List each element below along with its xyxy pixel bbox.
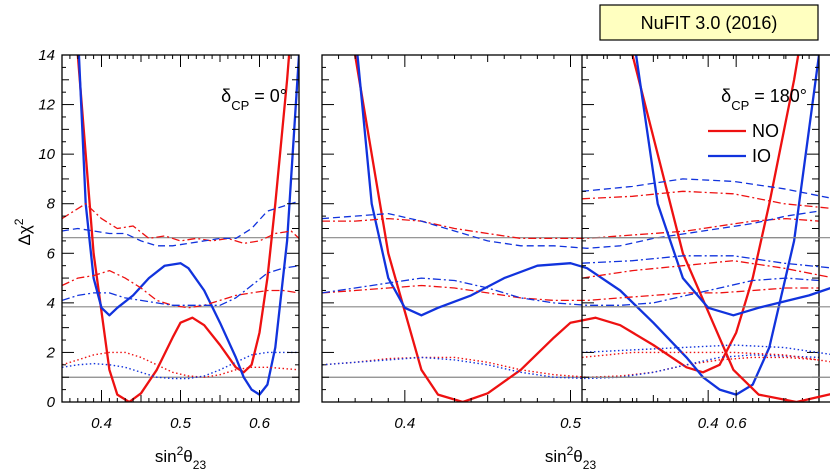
series-IO-solid <box>634 55 830 317</box>
x-axis-title-part: 2 <box>567 444 574 458</box>
delta-cp-value: = 180° <box>749 86 807 106</box>
x-axis-title-part: sin <box>155 447 177 466</box>
delta-cp-sub: CP <box>231 98 249 113</box>
y-axis-title-sup: 2 <box>12 218 26 225</box>
panel-curves <box>582 55 830 402</box>
y-tick-label: 12 <box>38 97 55 114</box>
series-IO-dotted <box>322 354 819 380</box>
y-tick-label: 4 <box>47 295 55 312</box>
y-tick-label: 0 <box>47 394 56 411</box>
series-NO-dotted <box>322 356 819 378</box>
panel-curves <box>322 55 819 402</box>
series-NO-dashdot <box>62 269 299 309</box>
series-IO-dashed <box>582 178 830 199</box>
nufit-badge: NuFIT 3.0 (2016) <box>599 4 819 41</box>
y-axis-title-base: Δχ <box>15 225 34 245</box>
x-axis-title-part: θ <box>183 447 192 466</box>
x-axis-title-part: 2 <box>177 444 184 458</box>
series-IO-dotted <box>582 344 830 355</box>
series-NO-solid <box>353 55 800 402</box>
y-tick-label: 8 <box>47 196 56 213</box>
y-tick-label: 10 <box>38 146 55 163</box>
delta-cp-label: δCP = 0° <box>221 86 287 113</box>
legend-label-IO: IO <box>752 146 771 166</box>
series-NO-dotted <box>62 351 299 378</box>
delta-cp-label: δCP = 180° <box>721 86 807 113</box>
delta-cp-sub: CP <box>731 98 749 113</box>
series-NO-dashdot <box>322 217 819 240</box>
series-IO-solid <box>356 55 819 396</box>
series-NO-solid <box>631 55 830 402</box>
x-axis-title-part: θ <box>573 447 582 466</box>
x-tick-label: 0.5 <box>170 415 192 432</box>
x-axis-title: sin2θ23 <box>155 444 207 469</box>
y-tick-label: 6 <box>47 245 56 262</box>
y-axis-title-text: Δχ2 <box>12 218 34 245</box>
x-axis-title-part: 23 <box>193 458 207 469</box>
series-IO-dashed <box>62 200 299 247</box>
delta-cp-symbol: δ <box>221 86 231 106</box>
x-axis-title-part: sin <box>545 447 567 466</box>
series-NO-dashdot <box>582 190 830 209</box>
x-tick-label: 0.6 <box>249 415 271 432</box>
series-IO-dashdot <box>322 277 819 306</box>
nufit-badge-text: NuFIT 3.0 (2016) <box>641 13 778 33</box>
x-axis-title: sin2θ23 <box>545 444 597 469</box>
x-tick-label: 0.4 <box>698 415 719 432</box>
series-IO-solid <box>77 55 299 396</box>
series-IO-dotted <box>62 351 299 380</box>
delta-cp-value: = 0° <box>249 86 287 106</box>
delta-cp-symbol: δ <box>721 86 731 106</box>
panel-frame <box>61 54 300 403</box>
y-tick-label: 2 <box>46 344 56 361</box>
legend: NO IO <box>708 121 779 166</box>
nufit-badge-box <box>599 4 819 41</box>
x-axis-title-part: 23 <box>583 458 597 469</box>
series-NO-solid <box>76 55 291 402</box>
y-tick-label: 14 <box>38 47 55 64</box>
x-tick-label: 0.5 <box>560 415 582 432</box>
panel-2: 0.4 0.5 0.6 sin2θ23 δCP = 180° <box>321 54 820 469</box>
series-IO-dashed <box>322 210 819 249</box>
y-axis-title: Δχ2 <box>12 218 34 245</box>
x-tick-label: 0.6 <box>726 415 748 432</box>
series-NO-dashdot <box>322 284 819 302</box>
panel-curves <box>62 55 299 402</box>
x-tick-label: 0.4 <box>394 415 415 432</box>
x-tick-label: 0.4 <box>91 415 112 432</box>
legend-label-NO: NO <box>752 121 779 141</box>
